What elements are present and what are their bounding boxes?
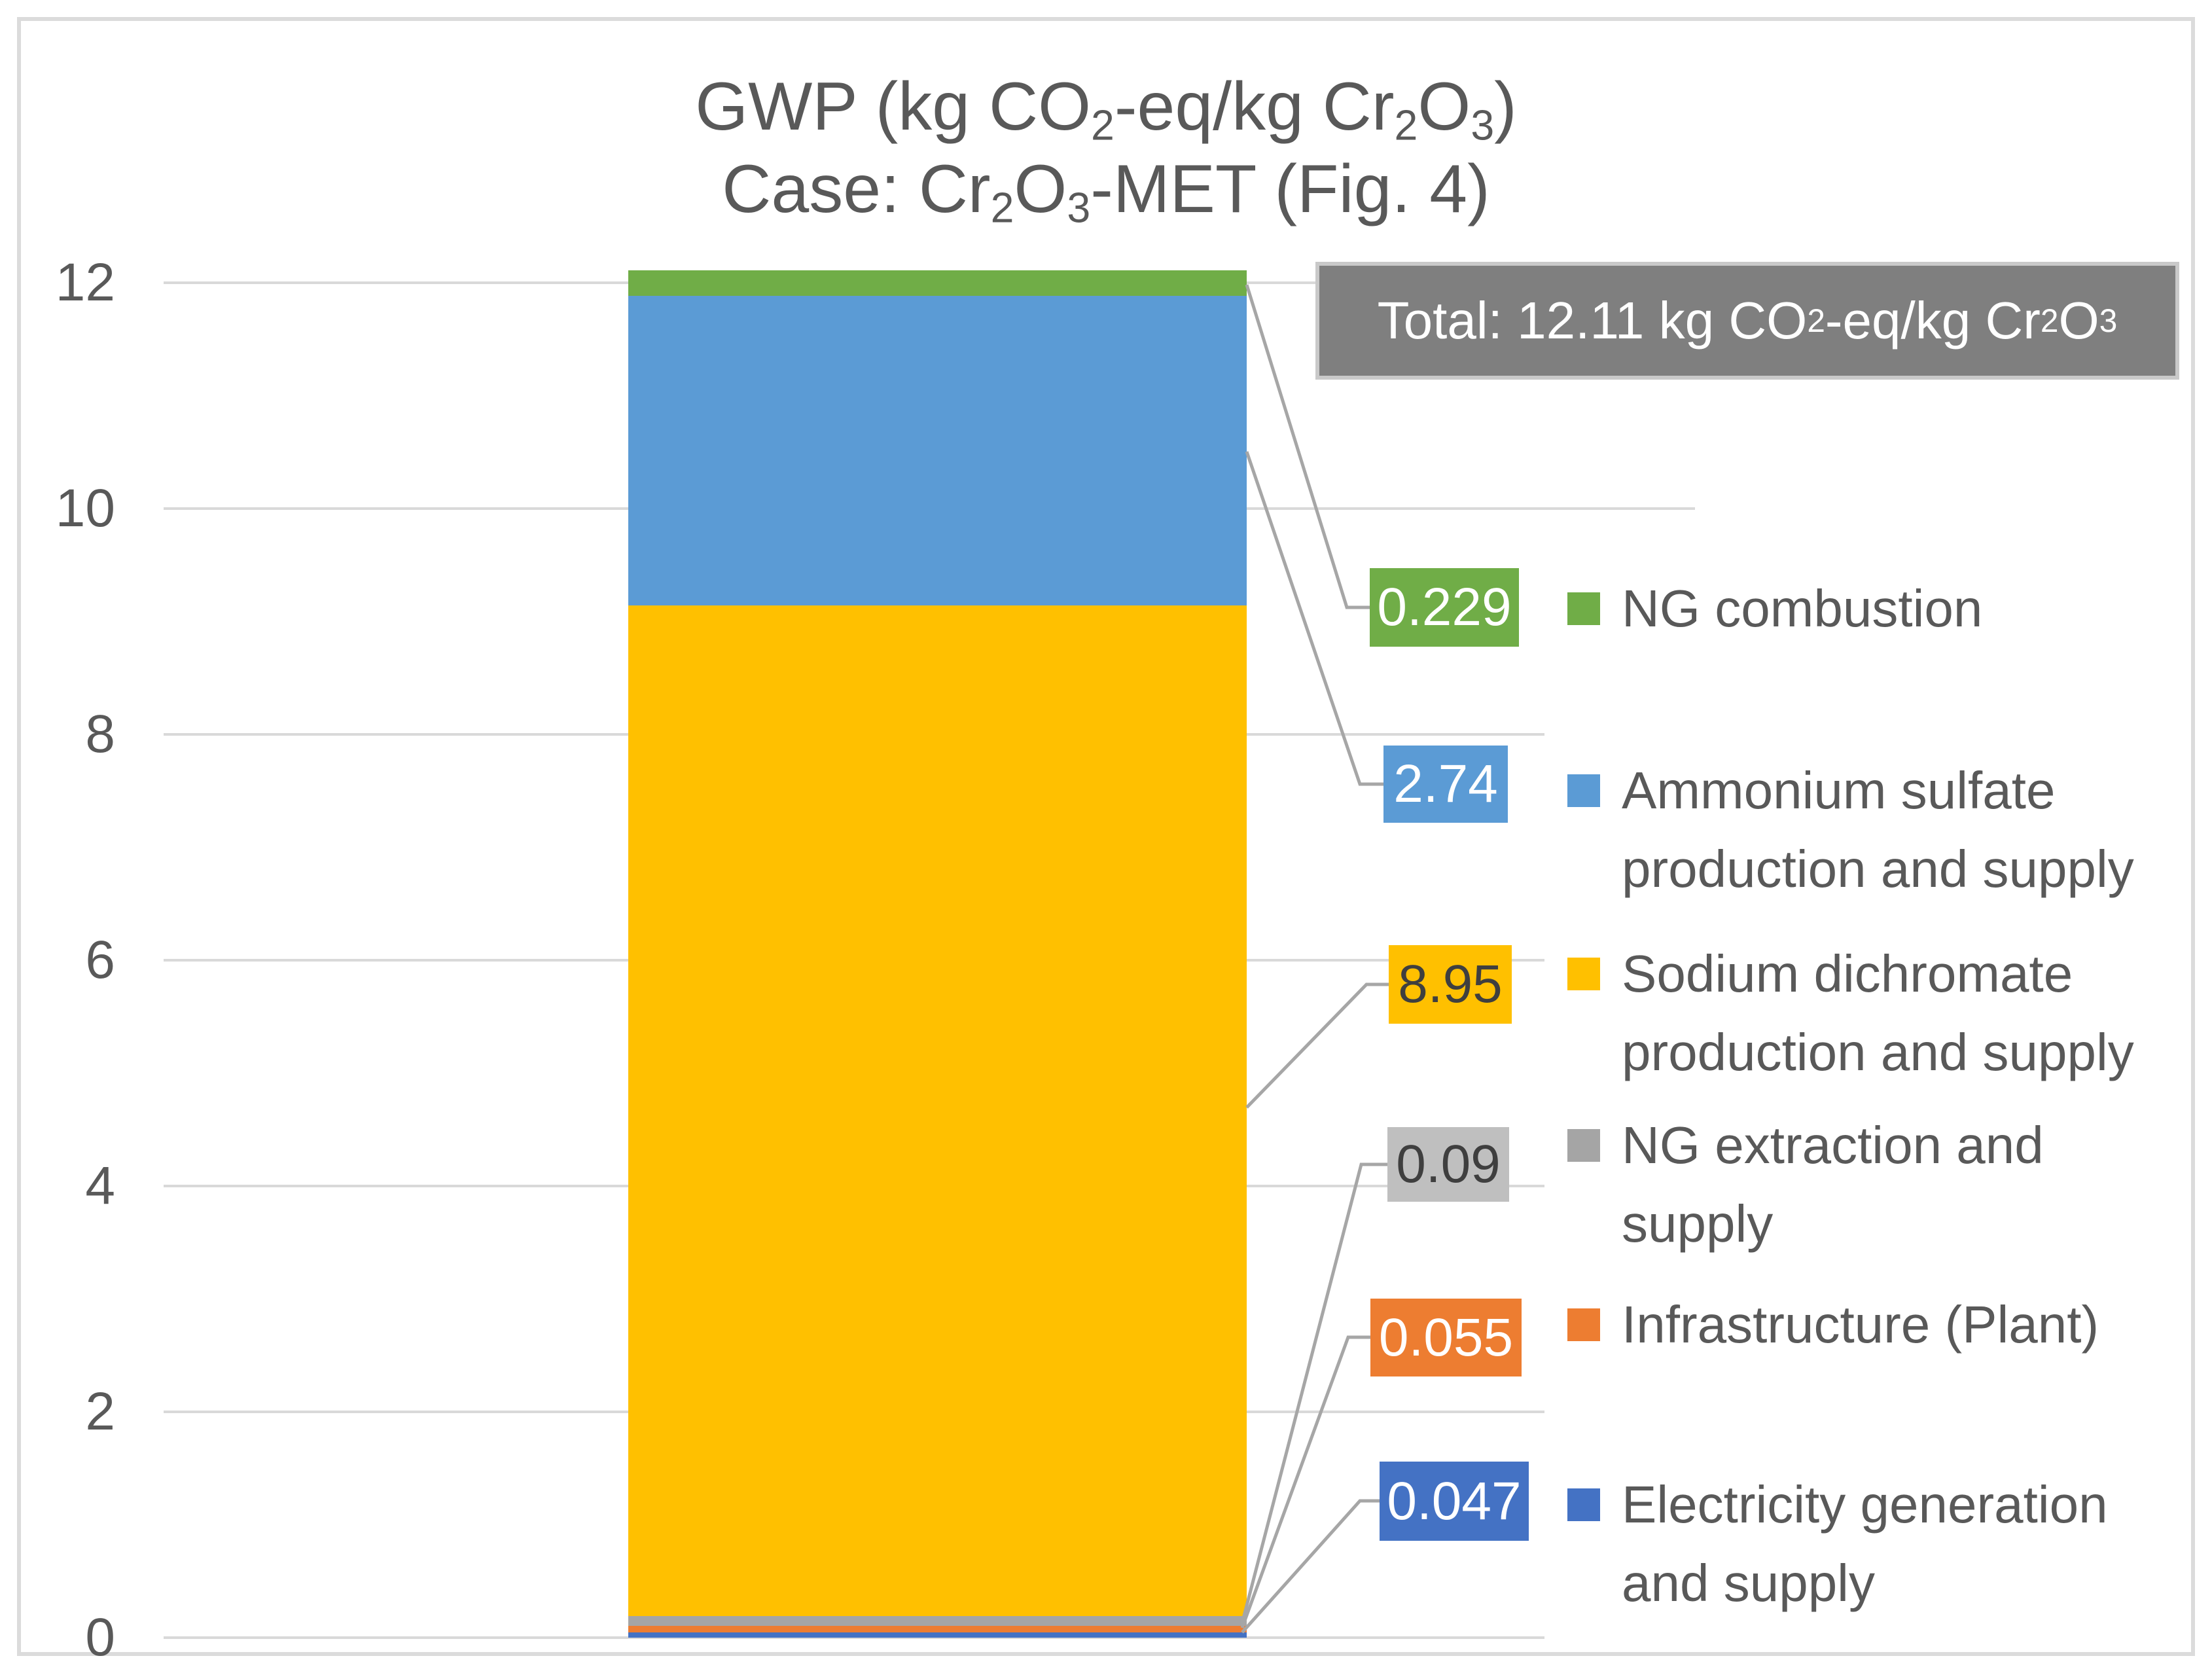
legend-label: production and supply [1622, 1023, 2134, 1081]
y-tick-12: 12 [55, 253, 115, 312]
y-tick-10: 10 [55, 478, 115, 538]
bar-segment-ng-extraction-and-supply [628, 1616, 1247, 1626]
y-tick-6: 6 [85, 930, 115, 990]
bar-segment-sodium-dichromate-production-and-supply [628, 605, 1247, 1616]
leader-line-electricity [1241, 1499, 1380, 1634]
chart-border-frame [17, 17, 2195, 1656]
legend-marker-sodium-dichromate [1567, 958, 1600, 990]
y-tick-0: 0 [85, 1608, 115, 1667]
legend-item-electricity: Electricity generation and supply [1622, 1466, 2108, 1623]
bar-segment-ammonium-sulfate-production-and-supply [628, 296, 1247, 605]
legend-label: Sodium dichromate [1622, 944, 2073, 1003]
value-callout-infrastructure: 0.055 [1370, 1299, 1522, 1376]
legend-label: Ammonium sulfate [1622, 761, 2056, 819]
legend-label: production and supply [1622, 840, 2134, 898]
legend-marker-electricity [1567, 1488, 1600, 1521]
y-tick-8: 8 [85, 704, 115, 764]
legend-item-ng-extraction: NG extraction and supply [1622, 1106, 2044, 1263]
y-tick-4: 4 [85, 1156, 115, 1215]
value-callout-sodium-dichromate: 8.95 [1389, 945, 1512, 1024]
legend-item-ammonium-sulfate: Ammonium sulfate production and supply [1622, 751, 2134, 908]
legend-item-sodium-dichromate: Sodium dichromate production and supply [1622, 935, 2134, 1092]
legend-marker-ng-extraction [1567, 1129, 1600, 1162]
legend-marker-infrastructure [1567, 1308, 1600, 1341]
value-callout-ng-combustion: 0.229 [1370, 568, 1519, 647]
gridline-0 [164, 1636, 1544, 1639]
legend-label: NG combustion [1622, 579, 1983, 638]
value-callout-ng-extraction: 0.09 [1387, 1127, 1509, 1202]
legend-item-infrastructure: Infrastructure (Plant) [1622, 1286, 2099, 1364]
value-callout-ammonium-sulfate: 2.74 [1383, 746, 1508, 823]
chart-title-line2: Case: Cr2O3-MET (Fig. 4) [722, 151, 1490, 232]
legend-marker-ammonium-sulfate [1567, 774, 1600, 807]
leader-line-ng-combustion [1245, 284, 1370, 609]
legend-label: NG extraction and [1622, 1116, 2044, 1174]
total-callout: Total: 12.11 kg CO 2 -eq/kg Cr 2 O 3 [1315, 262, 2179, 380]
legend-marker-ng-combustion [1567, 592, 1600, 625]
legend-label: Infrastructure (Plant) [1622, 1295, 2099, 1354]
chart-title-line1: GWP (kg CO2-eq/kg Cr2O3) [695, 69, 1517, 149]
value-callout-electricity: 0.047 [1380, 1462, 1529, 1541]
legend-label: and supply [1622, 1554, 1875, 1612]
leader-line-sodium-dichromate [1245, 982, 1389, 1109]
bar-segment-electricity-generation-and-supply [628, 1632, 1247, 1638]
leader-line-ng-extraction [1240, 1162, 1387, 1624]
legend-item-ng-combustion: NG combustion [1622, 569, 1982, 648]
leader-line-ammonium-sulfate [1245, 451, 1383, 786]
bar-segment-infrastructure-plant [628, 1626, 1247, 1632]
leader-line-infrastructure [1240, 1335, 1370, 1628]
legend-label: Electricity generation [1622, 1475, 2108, 1534]
legend-label: supply [1622, 1195, 1774, 1253]
y-tick-2: 2 [85, 1382, 115, 1441]
chart-title: GWP (kg CO2-eq/kg Cr2O3) Case: Cr2O3-MET… [0, 65, 2212, 230]
bar-segment-ng-combustion [628, 270, 1247, 296]
